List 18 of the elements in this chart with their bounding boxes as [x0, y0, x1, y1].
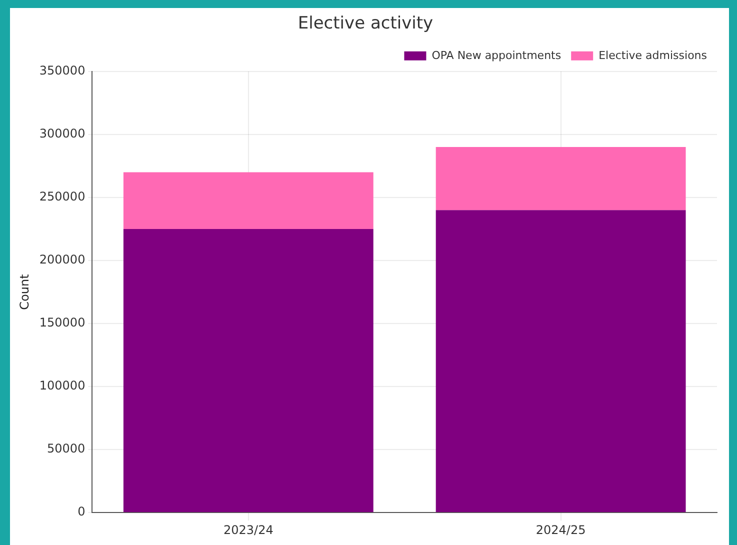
y-tick-label: 150000: [39, 316, 86, 330]
y-tick-label: 250000: [39, 190, 86, 204]
bar: [436, 147, 686, 210]
bar: [123, 172, 374, 229]
y-axis-title: Count: [17, 274, 32, 310]
x-tick-label: 2023/24: [223, 522, 274, 537]
legend-label: Elective admissions: [598, 48, 708, 62]
y-tick-label: 100000: [39, 378, 86, 393]
y-tick-label: 350000: [39, 64, 86, 78]
chart-title: Elective activity: [298, 14, 434, 34]
y-tick-label: 50000: [47, 442, 86, 456]
bar: [436, 210, 686, 512]
bar: [123, 228, 374, 512]
y-tick-label: 300000: [39, 126, 86, 141]
y-tick-label: 200000: [39, 252, 86, 267]
legend-label: OPA New appointments: [432, 48, 562, 62]
x-tick-label: 2024/25: [536, 522, 586, 537]
y-tick-label: 0: [78, 504, 86, 519]
